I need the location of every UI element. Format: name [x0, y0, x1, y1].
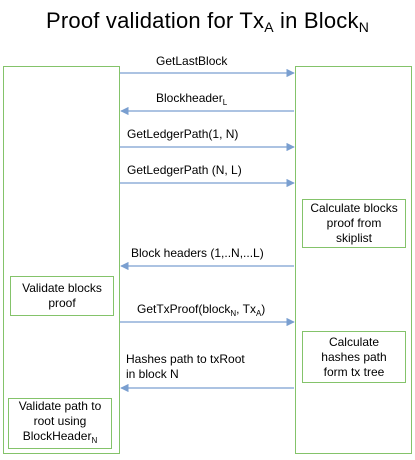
message-block-headers: Block headers (1,..N,...L): [131, 246, 264, 260]
message-get-tx-proof: GetTxProof(blockN, TxA): [137, 302, 266, 318]
box-calculate-hashes-path: Calculate hashes path form tx tree: [302, 331, 406, 383]
message-hashes-path: Hashes path to txRoot in block N: [126, 352, 245, 381]
diagram-title: Proof validation for TxA in BlockN: [46, 8, 369, 35]
box-calculate-blocks-proof: Calculate blocks proof from skiplist: [302, 199, 406, 248]
message-get-last-block: GetLastBlock: [156, 54, 228, 68]
box-validate-path-to-root: Validate path to root using BlockHeaderN: [8, 398, 112, 449]
box-validate-blocks-proof: Validate blocks proof: [10, 276, 114, 316]
server-lane: [295, 66, 412, 454]
message-get-ledger-path-1: GetLedgerPath(1, N): [127, 127, 239, 141]
message-blockheader: BlockheaderL: [156, 91, 228, 107]
client-lane: [3, 66, 120, 454]
message-get-ledger-path-2: GetLedgerPath (N, L): [127, 163, 242, 177]
